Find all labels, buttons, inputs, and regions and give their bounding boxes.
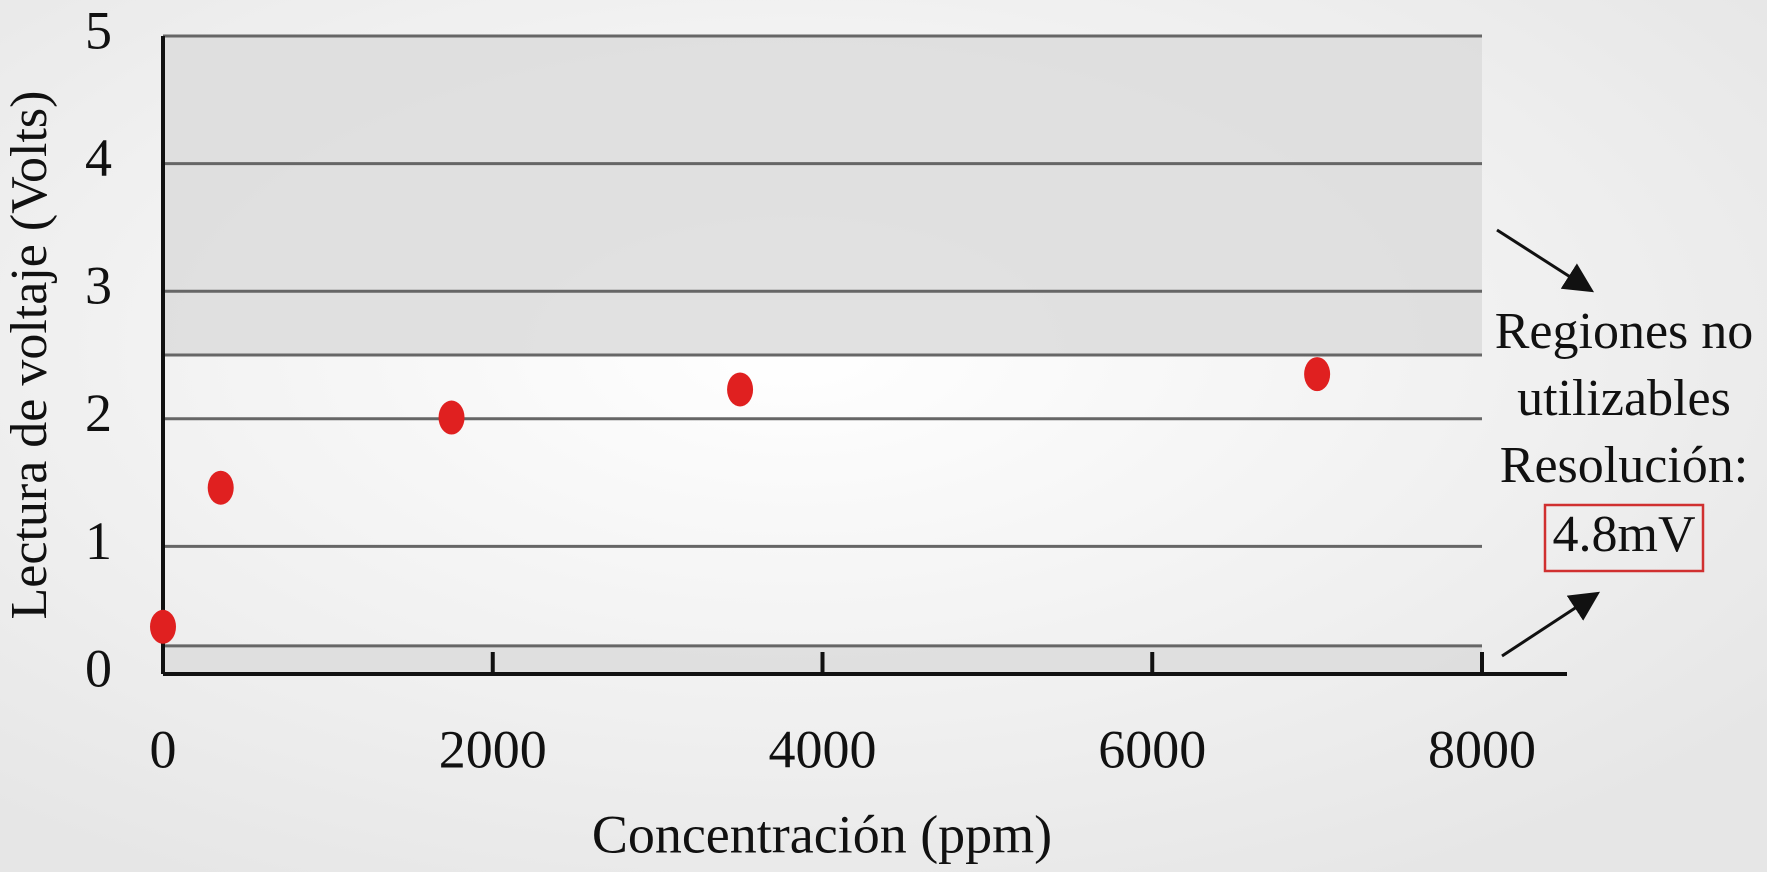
chart: Lectura de voltaje (Volts) Concentración…	[0, 0, 1767, 872]
annotation: utilizables	[1517, 370, 1731, 427]
point	[727, 372, 753, 406]
y-tick-label: 5	[85, 0, 112, 60]
x-tick-label: 8000	[1428, 719, 1536, 779]
x-tick-label: 6000	[1098, 719, 1206, 779]
y-tick-label: 3	[85, 256, 112, 316]
y-tick-label: 1	[85, 511, 112, 571]
x-tick-label: 4000	[769, 719, 877, 779]
y-tick-label: 4	[85, 128, 112, 188]
annotation: Regiones no	[1495, 303, 1754, 360]
y-axis-label: Lectura de voltaje (Volts)	[1, 91, 58, 620]
point	[150, 610, 176, 644]
point	[1304, 357, 1330, 391]
resolution: 4.8mV	[1553, 506, 1696, 563]
unusable-region	[163, 36, 1482, 355]
x-axis-label: Concentración (ppm)	[592, 804, 1052, 864]
y-tick-label: 0	[85, 638, 112, 698]
x-tick-label: 0	[150, 719, 177, 779]
point	[439, 401, 465, 435]
annotation: Resolución:	[1500, 437, 1748, 494]
y-tick-label: 2	[85, 383, 112, 443]
x-tick-label: 2000	[439, 719, 547, 779]
point	[208, 471, 234, 505]
